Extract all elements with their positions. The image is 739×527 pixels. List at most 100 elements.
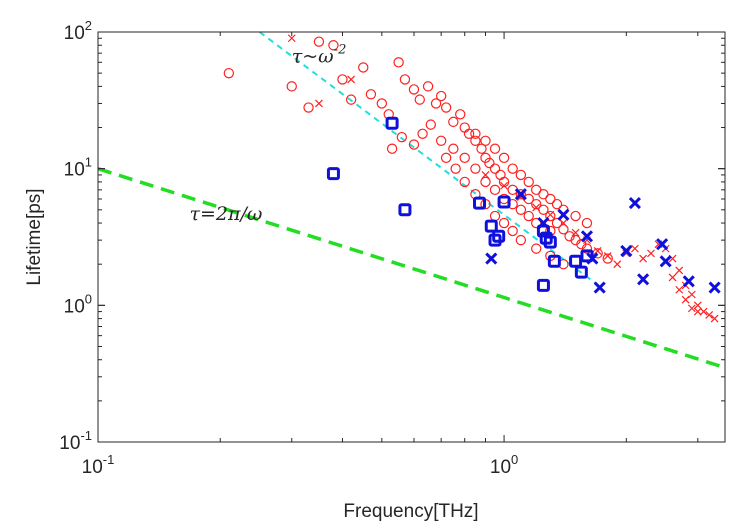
data-point-circle: [417, 128, 428, 139]
data-point-circle: [422, 81, 434, 92]
data-point-x: [500, 181, 508, 190]
y-tick-label: 100: [64, 291, 92, 317]
data-point-x: [485, 252, 498, 265]
data-point-square: [326, 167, 340, 181]
data-point-x: [682, 275, 695, 288]
data-point-x: [630, 244, 639, 253]
y-tick-label: 10-1: [59, 428, 92, 454]
data-point-x: [559, 219, 568, 227]
data-point-circle: [570, 210, 581, 222]
data-point-x: [620, 244, 633, 258]
data-point-x: [481, 170, 490, 179]
data-point-circle: [581, 243, 593, 254]
data-point-square: [543, 235, 557, 249]
data-point-square: [398, 203, 412, 217]
data-point-x: [639, 254, 648, 263]
data-point-circle: [564, 231, 575, 242]
data-point-circle: [396, 131, 408, 143]
data-point-circle: [408, 139, 420, 150]
plot-background: [98, 32, 725, 442]
data-point-x: [603, 251, 612, 260]
data-point-x: [693, 301, 702, 310]
data-point-circle: [602, 253, 613, 264]
x-tick-label: 10-1: [82, 452, 115, 478]
data-point-x: [628, 197, 641, 210]
data-point-x: [705, 311, 714, 319]
data-point-x: [347, 75, 356, 84]
data-point-x: [532, 203, 541, 212]
data-point-x: [668, 273, 677, 282]
y-tick-label: 101: [64, 155, 92, 181]
data-point-circle: [507, 163, 518, 174]
data-point-circle: [376, 98, 388, 109]
data-point-circle: [523, 176, 534, 188]
data-points: [223, 34, 721, 323]
data-point-x: [681, 295, 690, 304]
data-point-circle: [489, 143, 501, 154]
data-point-circle: [393, 57, 404, 68]
data-point-x: [675, 266, 684, 275]
data-point-circle: [470, 128, 481, 139]
data-point-x: [537, 216, 550, 230]
plot-frame: [97, 31, 726, 443]
data-point-circle: [435, 90, 447, 102]
y-tick-label: 102: [64, 18, 92, 44]
data-point-circle: [531, 198, 542, 210]
data-point-circle: [581, 217, 593, 229]
annotation: τ~ω-2: [292, 42, 347, 67]
y-axis-label: Lifetime[ps]: [24, 188, 45, 285]
data-point-circle: [507, 225, 518, 237]
data-point-circle: [470, 135, 481, 146]
data-point-circle: [448, 116, 459, 128]
data-point-x: [637, 273, 650, 286]
x-axis-label: Frequency[THz]: [343, 501, 478, 522]
data-point-x: [699, 307, 708, 316]
data-point-circle: [328, 40, 339, 51]
data-point-square: [385, 116, 399, 130]
data-point-circle: [545, 210, 556, 222]
data-point-square: [569, 254, 583, 268]
data-point-circle: [484, 157, 495, 169]
data-point-x: [586, 252, 599, 265]
data-point-circle: [498, 152, 510, 164]
data-point-circle: [459, 176, 470, 188]
data-point-square: [580, 249, 594, 263]
data-point-circle: [480, 135, 491, 146]
data-point-circle: [515, 169, 527, 181]
data-point-x: [687, 290, 696, 299]
data-point-square: [492, 229, 506, 243]
data-point-x: [675, 285, 684, 294]
data-point-x: [622, 249, 631, 258]
data-point-square: [497, 195, 511, 209]
data-point-circle: [425, 119, 436, 130]
data-point-circle: [286, 81, 297, 92]
data-point-square: [473, 196, 487, 210]
data-point-circle: [480, 152, 491, 164]
axis-ticks: [97, 31, 725, 443]
data-point-circle: [545, 193, 556, 205]
reference-lines: [97, 31, 726, 370]
data-point-circle: [440, 102, 452, 113]
data-point-square: [536, 224, 550, 238]
data-point-circle: [558, 224, 569, 235]
data-point-square: [484, 219, 498, 233]
data-point-circle: [358, 62, 369, 73]
data-point-x: [557, 208, 570, 221]
data-point-x: [687, 304, 696, 313]
annotation: τ=2π/ω: [189, 203, 262, 225]
data-point-circle: [459, 152, 470, 164]
data-point-x: [613, 260, 622, 269]
data-point-circle: [386, 143, 398, 154]
data-point-square: [574, 265, 588, 279]
data-point-circle: [489, 163, 501, 174]
data-point-x: [593, 281, 606, 294]
data-point-circle: [531, 243, 542, 254]
data-point-x: [593, 247, 602, 255]
data-point-circle: [440, 152, 452, 164]
data-point-circle: [223, 67, 235, 79]
data-point-circle: [313, 36, 325, 47]
data-point-circle: [480, 176, 491, 188]
data-point-circle: [531, 217, 542, 229]
annotations: τ~ω-2 τ=2π/ω: [189, 42, 346, 225]
data-point-x: [315, 99, 323, 108]
